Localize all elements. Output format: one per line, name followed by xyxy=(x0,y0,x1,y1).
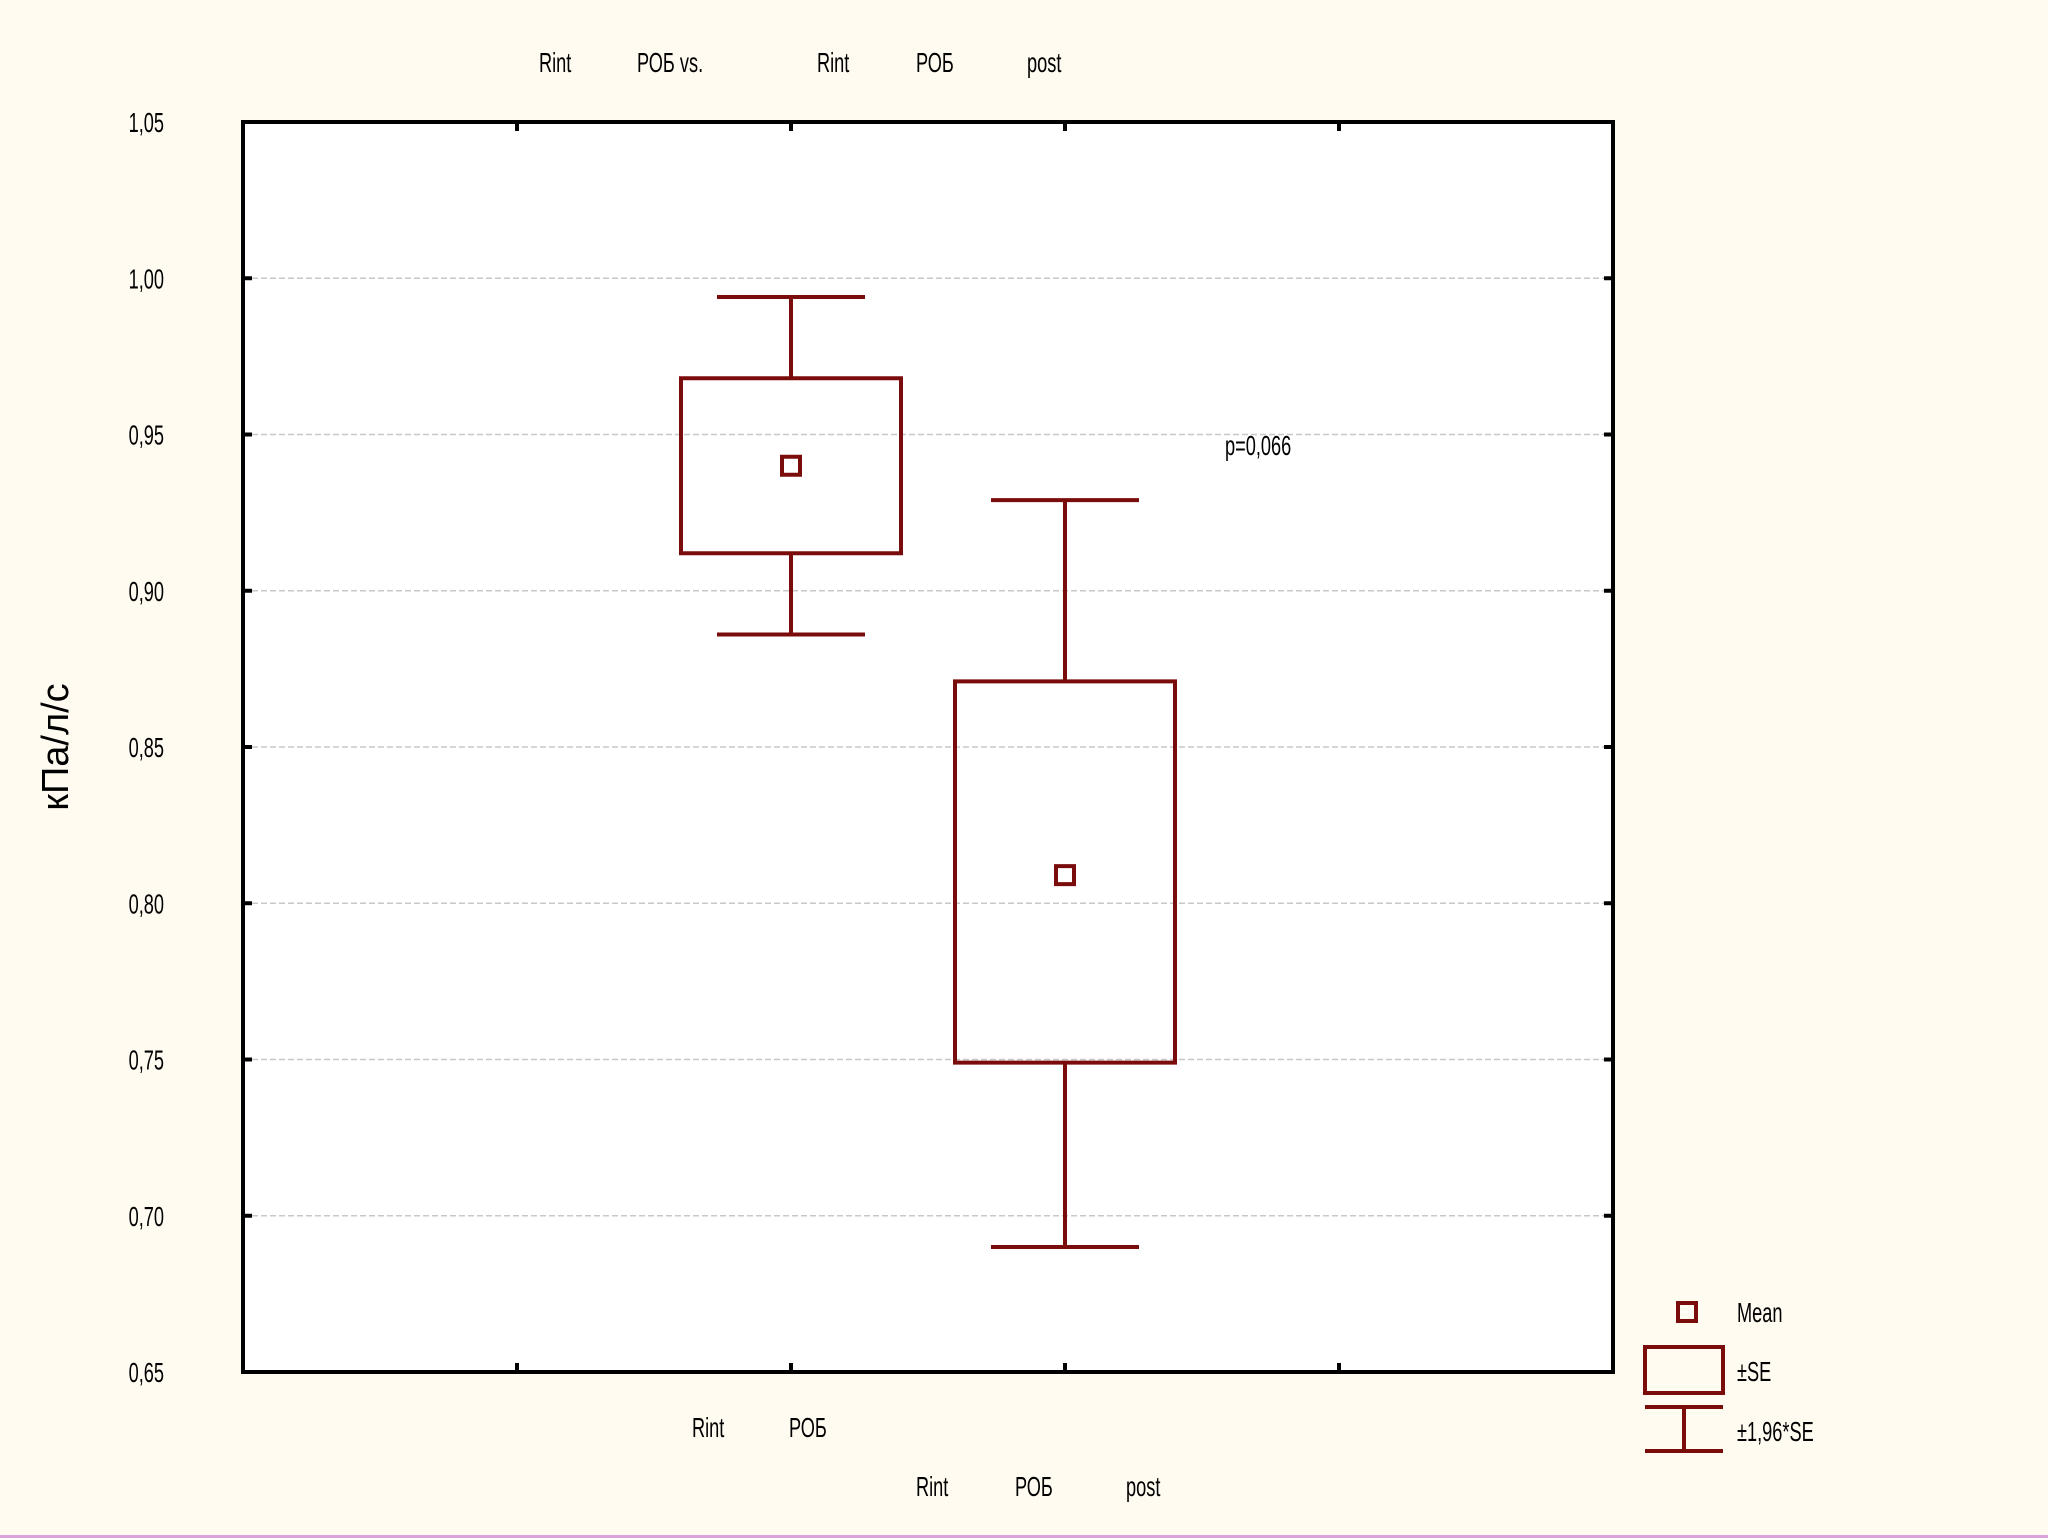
legend: Mean ±SE ±1,96*SE xyxy=(1643,1298,1814,1453)
p-value-annotation: p=0,066 xyxy=(1225,431,1291,462)
bottom-border-strip xyxy=(0,1535,2048,1538)
plot-frame xyxy=(241,120,1615,1374)
y-tick-labels: 0,65 0,70 0,75 0,80 0,85 0,90 0,95 1,00 1,05 xyxy=(129,108,164,1389)
legend-ci-label: ±1,96*SE xyxy=(1737,1417,1814,1448)
y-tick-label: 0,80 xyxy=(129,890,164,921)
y-tick-label: 0,85 xyxy=(129,733,164,764)
legend-se-label: ±SE xyxy=(1737,1357,1771,1388)
mean-marker xyxy=(780,454,802,477)
grid-lines xyxy=(243,277,1613,1217)
bottom-label-rob-2: РОБ xyxy=(1015,1472,1053,1503)
se-box xyxy=(953,679,1177,1065)
box-plot-1 xyxy=(679,295,903,637)
bottom-label-rob-1: РОБ xyxy=(789,1413,827,1444)
y-axis-label: кПа/л/с xyxy=(35,683,77,810)
top-label-rint-2: Rint xyxy=(817,48,850,79)
bottom-label-rint-2: Rint xyxy=(916,1472,949,1503)
y-tick-label: 1,00 xyxy=(129,265,164,296)
top-label-rint-1: Rint xyxy=(539,48,572,79)
y-tick-label: 0,70 xyxy=(129,1202,164,1233)
box-plot-2 xyxy=(953,498,1177,1249)
legend-mean-label: Mean xyxy=(1737,1298,1783,1329)
series-layer xyxy=(679,295,1177,1249)
se-box xyxy=(679,376,903,556)
y-tick-label: 0,90 xyxy=(129,577,164,608)
legend-ci-icon xyxy=(1645,1405,1723,1453)
bottom-label-post: post xyxy=(1126,1472,1161,1503)
top-label-rob-2: РОБ xyxy=(916,48,954,79)
top-label-rob-vs: РОБ vs. xyxy=(637,48,703,79)
y-tick-label: 0,65 xyxy=(129,1358,164,1389)
legend-se-icon xyxy=(1643,1345,1725,1395)
y-tick-label: 0,75 xyxy=(129,1046,164,1077)
y-tick-label: 0,95 xyxy=(129,421,164,452)
legend-mean-icon xyxy=(1676,1301,1698,1323)
y-tick-label: 1,05 xyxy=(129,108,164,139)
mean-marker xyxy=(1054,864,1076,887)
top-label-post: post xyxy=(1027,48,1062,79)
bottom-label-rint-1: Rint xyxy=(692,1413,725,1444)
